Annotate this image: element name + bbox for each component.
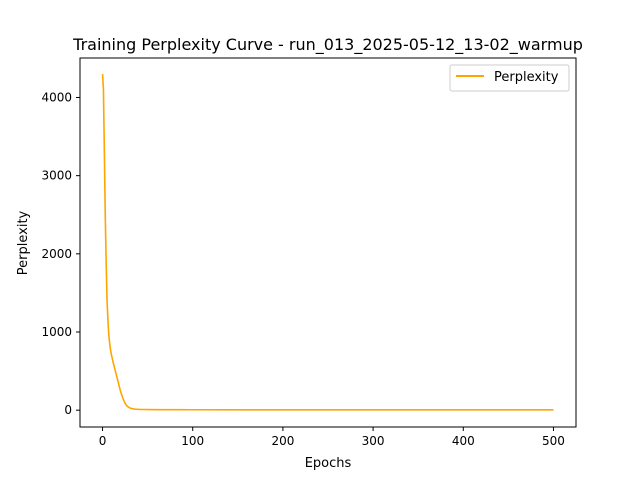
plot-area bbox=[79, 57, 577, 428]
legend-label-perplexity: Perplexity bbox=[494, 70, 559, 85]
plot-frame bbox=[79, 57, 577, 428]
y-axis-label: Perplexity bbox=[16, 210, 31, 275]
legend-box bbox=[449, 64, 570, 92]
y-tick-label: 2000 bbox=[41, 247, 72, 261]
y-tick-label: 0 bbox=[64, 403, 72, 417]
legend: Perplexity bbox=[449, 64, 570, 92]
x-tick-label: 0 bbox=[99, 434, 107, 448]
x-tick-label: 300 bbox=[362, 434, 385, 448]
x-tick-label: 400 bbox=[452, 434, 475, 448]
x-tick-label: 200 bbox=[271, 434, 294, 448]
series-layer bbox=[101, 73, 554, 411]
x-tick-label: 100 bbox=[181, 434, 204, 448]
chart-title: Training Perplexity Curve - run_013_2025… bbox=[72, 35, 583, 55]
x-axis-label: Epochs bbox=[305, 456, 352, 471]
x-axis: 0 100 200 300 400 500 bbox=[99, 427, 565, 448]
series-line-perplexity bbox=[101, 73, 554, 411]
y-tick-label: 1000 bbox=[41, 325, 72, 339]
y-tick-label: 4000 bbox=[41, 90, 72, 104]
x-tick-label: 500 bbox=[542, 434, 565, 448]
y-axis: 0 1000 2000 3000 4000 bbox=[41, 90, 80, 417]
y-tick-label: 3000 bbox=[41, 169, 72, 183]
